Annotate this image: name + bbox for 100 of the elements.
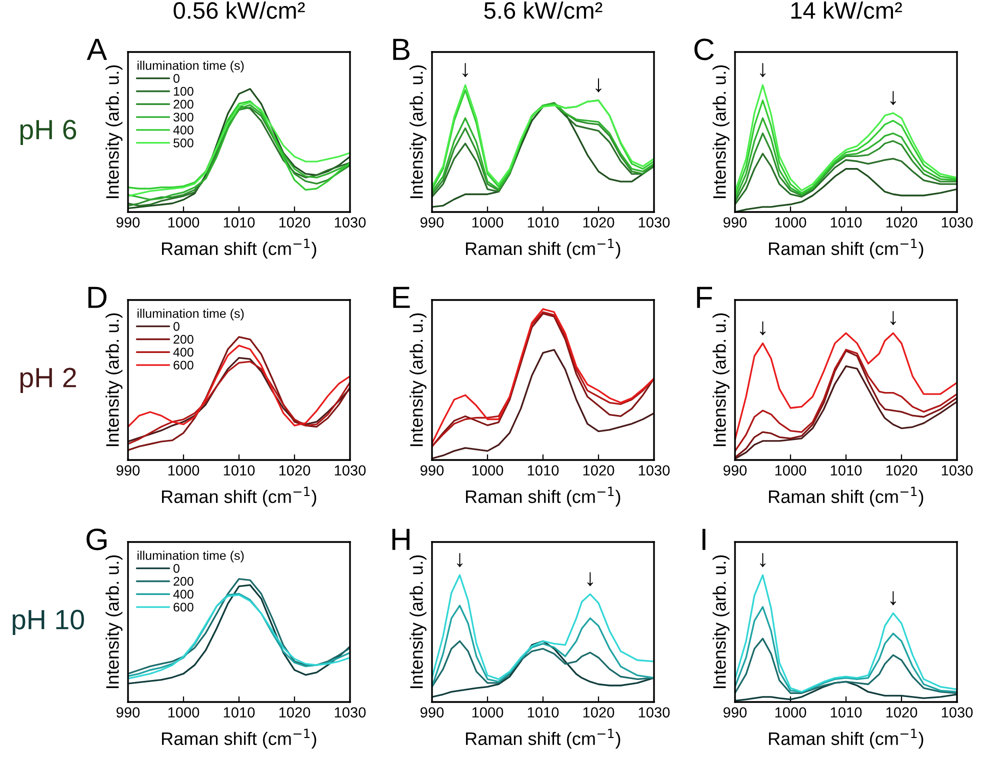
legend-label: 400	[173, 348, 194, 357]
y-axis-title: Intensity (arb. u.)	[712, 313, 730, 446]
x-axis-title: Raman shift (cm$^{−1}$)	[769, 486, 924, 507]
annotation: ↓	[760, 321, 766, 336]
annotation: ↓	[596, 78, 602, 92]
x-tick-label: 990	[724, 707, 747, 718]
x-tick-label: 1010	[830, 217, 862, 228]
annotation: ↓	[890, 591, 896, 606]
x-tick-label: 1000	[775, 465, 806, 476]
text: ↓	[890, 311, 896, 326]
text: pH 6	[20, 120, 76, 145]
x-tick-label: 1010	[528, 465, 559, 476]
x-tick-label: 1010	[528, 217, 559, 228]
y-axis-title: Intensity (arb. u.)	[106, 555, 122, 688]
text: ↓	[760, 553, 766, 568]
x-axis-title: Raman shift (cm$^{−1}$)	[466, 486, 620, 507]
text: ↓	[760, 63, 766, 78]
text: pH 10	[12, 610, 84, 635]
chart-subtitle: I	[702, 528, 706, 550]
text: ↓	[456, 553, 463, 568]
x-tick-label: 1020	[279, 465, 310, 476]
annotation: ↓	[890, 91, 896, 106]
legend-label: 200	[174, 100, 194, 109]
legend-label: 200	[174, 576, 194, 586]
x-tick-label: 1030	[334, 217, 366, 228]
x-tick-label: 1030	[638, 217, 670, 228]
x-tick-label: 1020	[583, 217, 614, 228]
y-axis-title: Intensity (arb. u.)	[410, 555, 426, 688]
x-tick-label: 1030	[334, 707, 366, 718]
x-axis-title: Raman shift (cm$^{−1}$)	[162, 486, 316, 507]
legend-label: 0	[173, 564, 180, 573]
y-axis-title: Intensity (arb. u.)	[410, 313, 426, 446]
x-tick-label: 1000	[472, 707, 504, 718]
x-tick-label: 990	[420, 465, 444, 476]
y-axis-title: Intensity (arb. u.)	[106, 313, 122, 446]
legend-label: 200	[174, 334, 194, 344]
x-tick-label: 1000	[168, 707, 200, 718]
x-tick-label: 1010	[830, 465, 862, 476]
x-axis-title: Raman shift (cm$^{−1}$)	[162, 238, 316, 259]
x-tick-label: 1010	[528, 707, 559, 718]
chart-subtitle: E	[393, 286, 410, 308]
legend-label: 0	[173, 74, 180, 83]
chart-subtitle: C	[694, 38, 714, 60]
text: pH 2	[20, 368, 76, 393]
x-tick-label: 1010	[224, 465, 255, 476]
x-tick-label: 1000	[775, 217, 806, 228]
x-tick-label: 1010	[224, 707, 255, 718]
chart-subtitle: H	[392, 528, 410, 550]
chart-subtitle: A	[86, 38, 108, 60]
x-tick-label: 1020	[886, 707, 918, 718]
x-tick-label: 1010	[224, 217, 255, 228]
x-tick-label: 1000	[472, 465, 504, 476]
chart-title: 5.6 kW/cm²	[484, 2, 602, 19]
legend-label: 100	[174, 86, 194, 96]
legend-label: 400	[173, 590, 194, 599]
annotation: ↓	[587, 572, 593, 586]
x-tick-label: 990	[116, 217, 140, 228]
x-tick-label: 1020	[886, 465, 918, 476]
x-tick-label: 1020	[886, 217, 918, 228]
x-tick-label: 1020	[279, 217, 310, 228]
y-axis-title: Intensity (arb. u.)	[712, 555, 730, 688]
x-tick-label: 1020	[583, 465, 614, 476]
x-tick-label: 1030	[638, 707, 670, 718]
legend-label: 300	[173, 112, 194, 122]
x-tick-label: 1000	[775, 707, 806, 718]
x-tick-label: 1030	[942, 217, 973, 228]
x-tick-label: 1000	[472, 217, 504, 228]
chart-subtitle: D	[88, 286, 106, 308]
chart-subtitle: F	[697, 286, 712, 308]
x-axis-title: Raman shift (cm$^{−1}$)	[466, 238, 620, 259]
x-tick-label: 990	[420, 217, 444, 228]
legend-label: 500	[174, 138, 194, 148]
x-tick-label: 1030	[638, 465, 670, 476]
x-axis-title: Raman shift (cm$^{−1}$)	[769, 728, 924, 749]
legend-label: 0	[173, 322, 180, 331]
y-axis-title: Intensity (arb. u.)	[712, 65, 730, 198]
x-tick-label: 990	[724, 217, 747, 228]
chart-title: 14 kW/cm²	[791, 2, 902, 19]
x-tick-label: 1000	[168, 465, 200, 476]
legend-title: illumination time (s)	[138, 60, 244, 72]
legend-label: 600	[174, 360, 194, 370]
chart-title: 0.56 kW/cm²	[174, 2, 305, 19]
chart-subtitle: G	[86, 528, 107, 550]
chart-subtitle: B	[393, 38, 410, 60]
x-tick-label: 1010	[830, 707, 862, 718]
x-axis-title: Raman shift (cm$^{−1}$)	[162, 728, 316, 749]
y-axis-title: Intensity (arb. u.)	[410, 65, 426, 198]
x-tick-label: 1030	[942, 465, 973, 476]
x-axis-title: Raman shift (cm$^{−1}$)	[769, 238, 924, 259]
legend-title: illumination time (s)	[138, 550, 244, 562]
text: ↓	[462, 63, 468, 78]
x-tick-label: 1030	[334, 465, 366, 476]
x-tick-label: 990	[724, 465, 747, 476]
x-tick-label: 990	[116, 707, 140, 718]
x-tick-label: 990	[420, 707, 444, 718]
x-tick-label: 990	[116, 465, 140, 476]
x-axis-title: Raman shift (cm$^{−1}$)	[466, 728, 620, 749]
x-tick-label: 1030	[942, 707, 973, 718]
legend-label: 600	[174, 602, 194, 612]
legend-label: 400	[173, 126, 194, 134]
